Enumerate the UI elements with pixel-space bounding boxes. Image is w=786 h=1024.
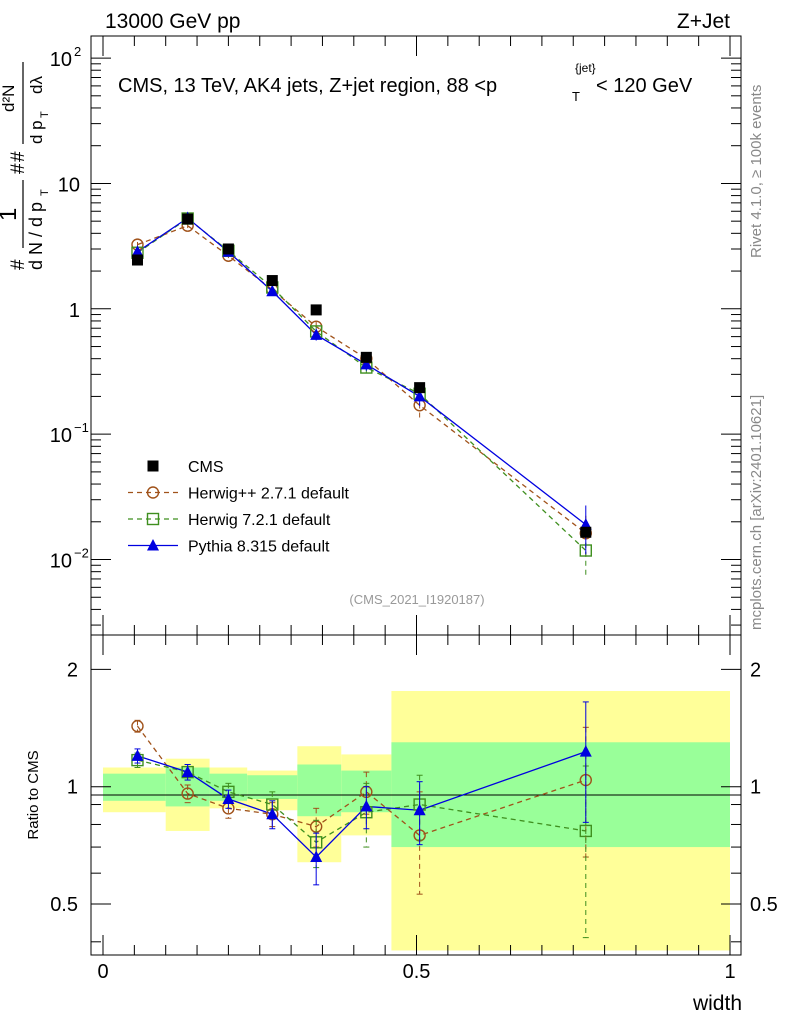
header-energy: 13000 GeV pp <box>105 10 240 33</box>
ratio-line-herwig7 <box>137 759 586 844</box>
plot-title: CMS, 13 TeV, AK4 jets, Z+jet region, 88 … <box>118 61 693 104</box>
y-tick-base: 10 <box>50 49 72 71</box>
ratio-line-herwigpp <box>136 725 586 837</box>
title-main: CMS, 13 TeV, AK4 jets, Z+jet region, 88 … <box>118 75 497 97</box>
legend-item-cms: CMS <box>147 459 224 476</box>
y-tick-label: 10 2 <box>50 44 81 71</box>
ratio-tick-label-left: 0.5 <box>50 894 78 916</box>
x-tick-label: 0.5 <box>403 961 431 983</box>
ylabel-dpt: d p <box>27 120 46 144</box>
legend: CMS Herwig++ 2.7.1 default Herwig 7.2.1 de… <box>128 459 350 556</box>
y-tick-base: 10 <box>50 551 72 573</box>
mcplots-label: mcplots.cern.ch [arXiv:2401.10621] <box>748 395 765 630</box>
ylabel-d2n: d²N <box>0 85 18 112</box>
ratio-tick-label-right: 2 <box>750 659 761 681</box>
series-line-herwig7 <box>137 217 587 551</box>
ratio-point-pythia <box>131 749 144 761</box>
ratio-point-pythia <box>222 792 235 804</box>
y-tick-base: 10 <box>50 425 72 447</box>
rivet-version-label: Rivet 4.1.0, ≥ 100k events <box>748 85 765 258</box>
ratio-point-pythia <box>181 765 194 778</box>
y-tick-base: 10 <box>58 174 80 196</box>
point-cms <box>414 382 426 394</box>
point-cms <box>131 254 143 266</box>
ratio-point-pythia <box>413 803 426 816</box>
title-sub: T <box>572 89 580 104</box>
legend-marker <box>146 486 160 499</box>
legend-marker <box>147 460 159 472</box>
y-tick-label: 10 −1 <box>50 420 89 447</box>
ratio-point-herwigpp <box>181 787 194 800</box>
ratio-point-herwig7 <box>579 824 592 838</box>
point-cms <box>310 304 322 316</box>
ratio-panel: 0.5 0.5 1 1 2 2 <box>50 634 778 956</box>
ratio-point-pythia <box>266 807 279 820</box>
x-axis-label: width <box>692 992 742 1015</box>
ylabel-hash-3: # <box>8 151 29 162</box>
x-tick-label: 0 <box>97 961 108 983</box>
title-sup: {jet} <box>575 61 596 75</box>
ylabel-hash-2: # <box>8 163 29 174</box>
legend-label: CMS <box>188 459 224 476</box>
y-tick-base: 1 <box>69 300 80 322</box>
title-tail: < 120 GeV <box>596 75 693 97</box>
point-cms <box>182 213 194 225</box>
ratio-axis-label: Ratio to CMS <box>25 750 42 839</box>
point-cms <box>266 275 278 287</box>
legend-marker <box>147 539 159 551</box>
ratio-point-herwigpp <box>131 719 144 733</box>
ylabel-dlambda: dλ <box>27 76 46 94</box>
ratio-tick-label-right: 1 <box>750 777 761 799</box>
legend-item-herwig7: Herwig 7.2.1 default <box>128 512 331 529</box>
point-pythia <box>360 357 373 370</box>
legend-item-herwigpp: Herwig++ 2.7.1 default <box>128 486 350 503</box>
y-tick-label: 10 <box>58 174 80 196</box>
legend-marker <box>146 512 160 526</box>
point-pythia <box>310 328 323 340</box>
y-tick-exp: −1 <box>74 420 89 435</box>
legend-label: Herwig 7.2.1 default <box>188 512 331 529</box>
ratio-tick-label-left: 1 <box>67 777 78 799</box>
ylabel-dn: d N / d p <box>26 202 46 270</box>
ratio-line-pythia <box>137 751 587 858</box>
legend-label: Herwig++ 2.7.1 default <box>188 486 350 503</box>
legend-item-pythia: Pythia 8.315 default <box>128 539 330 556</box>
ratio-point-pythia <box>579 745 592 757</box>
point-cms <box>222 243 234 255</box>
x-tick-label: 1 <box>724 961 735 983</box>
point-pythia <box>413 389 426 402</box>
y-tick-label: 1 <box>69 300 80 322</box>
ylabel-one: 1 <box>0 208 22 221</box>
ylabel-t-sub: T <box>39 189 51 196</box>
band-green <box>297 764 342 817</box>
y-tick-exp: 2 <box>74 44 81 59</box>
point-pythia <box>131 245 144 257</box>
y-axis-label: # 1 d N / d p T # # d²N d p T dλ <box>0 62 51 270</box>
point-cms <box>580 526 592 538</box>
ratio-point-pythia <box>360 799 373 812</box>
ratio-tick-label-left: 2 <box>67 659 78 681</box>
band-green <box>103 773 166 801</box>
series-line-herwigpp <box>137 224 587 534</box>
legend-label: Pythia 8.315 default <box>188 539 330 556</box>
ratio-point-pythia <box>310 850 323 863</box>
y-tick-label: 10 −2 <box>50 546 89 573</box>
y-tick-exp: −2 <box>74 546 89 561</box>
ylabel-t-sub-2: T <box>39 111 51 118</box>
series-line-pythia <box>137 217 587 526</box>
point-pythia <box>266 284 279 297</box>
point-cms <box>360 351 372 363</box>
ratio-tick-label-right: 0.5 <box>750 894 778 916</box>
header-process: Z+Jet <box>677 10 730 33</box>
ylabel-hash: # <box>8 259 29 270</box>
point-pythia <box>579 518 592 530</box>
analysis-watermark: (CMS_2021_I1920187) <box>349 592 484 607</box>
band-green <box>247 775 298 799</box>
